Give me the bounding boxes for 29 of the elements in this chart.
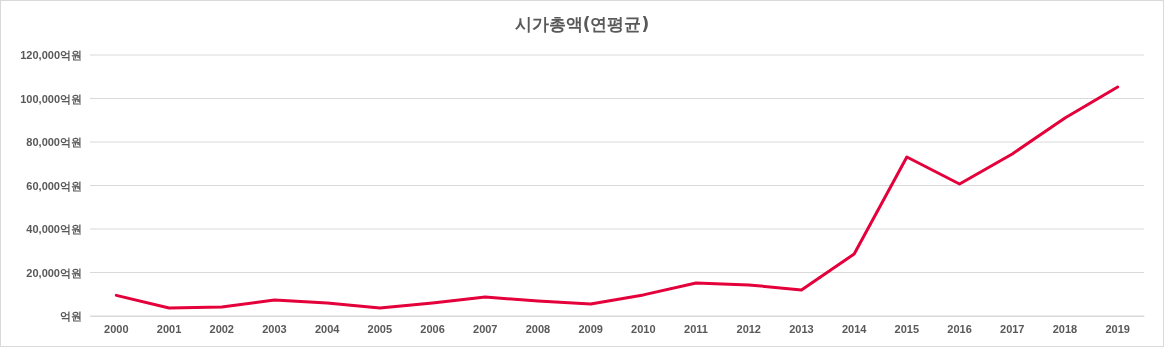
x-tick-label: 2015: [894, 322, 920, 335]
x-tick-label: 2008: [525, 322, 551, 335]
y-tick-label: 40,000억원: [26, 223, 82, 236]
x-tick-label: 2000: [104, 322, 129, 335]
x-tick-label: 2001: [156, 322, 182, 335]
x-tick-label: 2011: [684, 322, 708, 335]
x-tick-label: 2018: [1052, 322, 1078, 335]
x-tick-label: 2002: [209, 322, 234, 335]
line-series: [114, 85, 1120, 310]
y-tick-label: 120,000억원: [20, 49, 82, 62]
x-tick-label: 2019: [1105, 322, 1130, 335]
x-tick-label: 2004: [314, 322, 341, 335]
x-tick-label: 2017: [1000, 322, 1025, 335]
y-tick-label: 억원: [60, 310, 82, 323]
y-tick-label: 80,000억원: [26, 136, 82, 149]
x-tick-label: 2012: [736, 322, 761, 335]
y-tick-label: 60,000억원: [26, 179, 82, 192]
x-tick-label: 2009: [578, 322, 603, 335]
y-tick-label: 100,000억원: [20, 92, 82, 105]
x-tick-label: 2016: [947, 322, 972, 335]
x-tick-label: 2003: [262, 322, 287, 335]
x-tick-label: 2014: [841, 322, 868, 335]
y-tick-label: 20,000억원: [26, 266, 82, 279]
x-tick-label: 2007: [473, 322, 498, 335]
x-tick-label: 2013: [789, 322, 814, 335]
x-tick-label: 2005: [367, 322, 393, 335]
x-tick-label: 2010: [631, 322, 656, 335]
chart-title: 시가총액(연평균): [514, 14, 650, 34]
x-tick-label: 2006: [420, 322, 445, 335]
